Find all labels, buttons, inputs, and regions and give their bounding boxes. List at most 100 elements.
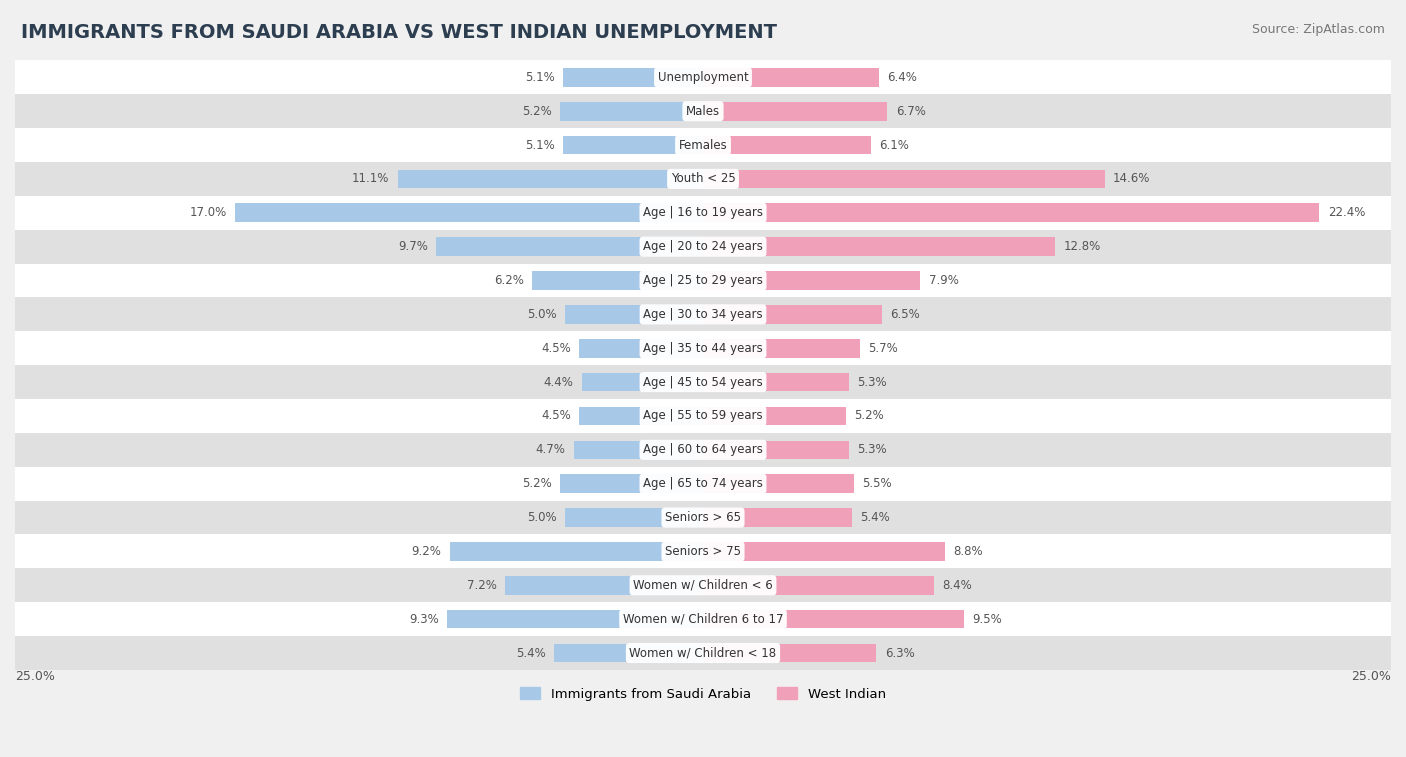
Bar — [562, 68, 703, 86]
Bar — [582, 372, 703, 391]
Text: 5.1%: 5.1% — [524, 139, 554, 151]
Bar — [447, 610, 703, 628]
Bar — [15, 332, 1391, 365]
Bar — [15, 263, 1391, 298]
Text: 6.3%: 6.3% — [884, 646, 914, 659]
Bar — [15, 569, 1391, 603]
Text: 9.3%: 9.3% — [409, 612, 439, 625]
Bar — [15, 534, 1391, 569]
Text: IMMIGRANTS FROM SAUDI ARABIA VS WEST INDIAN UNEMPLOYMENT: IMMIGRANTS FROM SAUDI ARABIA VS WEST IND… — [21, 23, 778, 42]
Bar — [574, 441, 703, 459]
Bar — [15, 196, 1391, 229]
Bar — [703, 170, 1105, 188]
Text: 25.0%: 25.0% — [1351, 670, 1391, 683]
Text: Youth < 25: Youth < 25 — [671, 173, 735, 185]
Bar — [15, 603, 1391, 636]
Text: 7.9%: 7.9% — [929, 274, 959, 287]
Bar — [554, 643, 703, 662]
Text: 4.5%: 4.5% — [541, 341, 571, 355]
Text: Females: Females — [679, 139, 727, 151]
Bar — [15, 229, 1391, 263]
Text: 6.4%: 6.4% — [887, 71, 917, 84]
Bar — [703, 271, 921, 290]
Text: Age | 16 to 19 years: Age | 16 to 19 years — [643, 207, 763, 220]
Bar — [15, 365, 1391, 399]
Text: 9.5%: 9.5% — [973, 612, 1002, 625]
Text: 17.0%: 17.0% — [190, 207, 226, 220]
Text: 5.1%: 5.1% — [524, 71, 554, 84]
Bar — [505, 576, 703, 594]
Bar — [15, 162, 1391, 196]
Bar — [560, 475, 703, 493]
Text: Women w/ Children < 6: Women w/ Children < 6 — [633, 579, 773, 592]
Text: Age | 30 to 34 years: Age | 30 to 34 years — [643, 308, 763, 321]
Text: Age | 60 to 64 years: Age | 60 to 64 years — [643, 444, 763, 456]
Text: Unemployment: Unemployment — [658, 71, 748, 84]
Bar — [703, 305, 882, 324]
Bar — [703, 542, 945, 561]
Text: Age | 45 to 54 years: Age | 45 to 54 years — [643, 375, 763, 388]
Text: 5.2%: 5.2% — [522, 477, 551, 491]
Bar — [579, 339, 703, 357]
Bar — [703, 407, 846, 425]
Text: 8.4%: 8.4% — [942, 579, 972, 592]
Text: 5.7%: 5.7% — [868, 341, 898, 355]
Text: 9.7%: 9.7% — [398, 240, 427, 253]
Text: 5.3%: 5.3% — [858, 375, 887, 388]
Bar — [703, 576, 934, 594]
Bar — [703, 339, 860, 357]
Text: Women w/ Children 6 to 17: Women w/ Children 6 to 17 — [623, 612, 783, 625]
Text: Seniors > 75: Seniors > 75 — [665, 545, 741, 558]
Bar — [15, 500, 1391, 534]
Legend: Immigrants from Saudi Arabia, West Indian: Immigrants from Saudi Arabia, West India… — [515, 682, 891, 706]
Bar — [15, 433, 1391, 467]
Bar — [15, 636, 1391, 670]
Bar — [398, 170, 703, 188]
Text: Age | 25 to 29 years: Age | 25 to 29 years — [643, 274, 763, 287]
Bar — [703, 204, 1319, 222]
Text: 14.6%: 14.6% — [1114, 173, 1150, 185]
Bar — [533, 271, 703, 290]
Text: 11.1%: 11.1% — [352, 173, 389, 185]
Text: 5.4%: 5.4% — [860, 511, 890, 524]
Text: Age | 65 to 74 years: Age | 65 to 74 years — [643, 477, 763, 491]
Text: 8.8%: 8.8% — [953, 545, 983, 558]
Text: 5.3%: 5.3% — [858, 444, 887, 456]
Bar — [450, 542, 703, 561]
Text: 7.2%: 7.2% — [467, 579, 496, 592]
Text: 5.4%: 5.4% — [516, 646, 546, 659]
Text: 22.4%: 22.4% — [1327, 207, 1365, 220]
Text: Seniors > 65: Seniors > 65 — [665, 511, 741, 524]
Text: 12.8%: 12.8% — [1063, 240, 1101, 253]
Bar — [15, 61, 1391, 95]
Bar — [703, 238, 1056, 256]
Text: Age | 35 to 44 years: Age | 35 to 44 years — [643, 341, 763, 355]
Bar — [565, 305, 703, 324]
Text: 6.2%: 6.2% — [495, 274, 524, 287]
Bar — [15, 128, 1391, 162]
Bar — [562, 136, 703, 154]
Text: 6.5%: 6.5% — [890, 308, 920, 321]
Bar — [703, 372, 849, 391]
Bar — [15, 95, 1391, 128]
Bar — [15, 467, 1391, 500]
Bar — [560, 102, 703, 120]
Bar — [703, 136, 870, 154]
Text: Age | 20 to 24 years: Age | 20 to 24 years — [643, 240, 763, 253]
Text: 5.0%: 5.0% — [527, 308, 557, 321]
Text: 5.0%: 5.0% — [527, 511, 557, 524]
Text: 4.4%: 4.4% — [544, 375, 574, 388]
Bar — [565, 508, 703, 527]
Bar — [436, 238, 703, 256]
Bar — [235, 204, 703, 222]
Bar — [703, 475, 855, 493]
Bar — [703, 643, 876, 662]
Text: Age | 55 to 59 years: Age | 55 to 59 years — [643, 410, 763, 422]
Bar — [579, 407, 703, 425]
Bar — [15, 399, 1391, 433]
Text: 5.2%: 5.2% — [522, 104, 551, 118]
Text: 6.7%: 6.7% — [896, 104, 925, 118]
Text: 4.5%: 4.5% — [541, 410, 571, 422]
Text: 6.1%: 6.1% — [879, 139, 910, 151]
Text: 4.7%: 4.7% — [536, 444, 565, 456]
